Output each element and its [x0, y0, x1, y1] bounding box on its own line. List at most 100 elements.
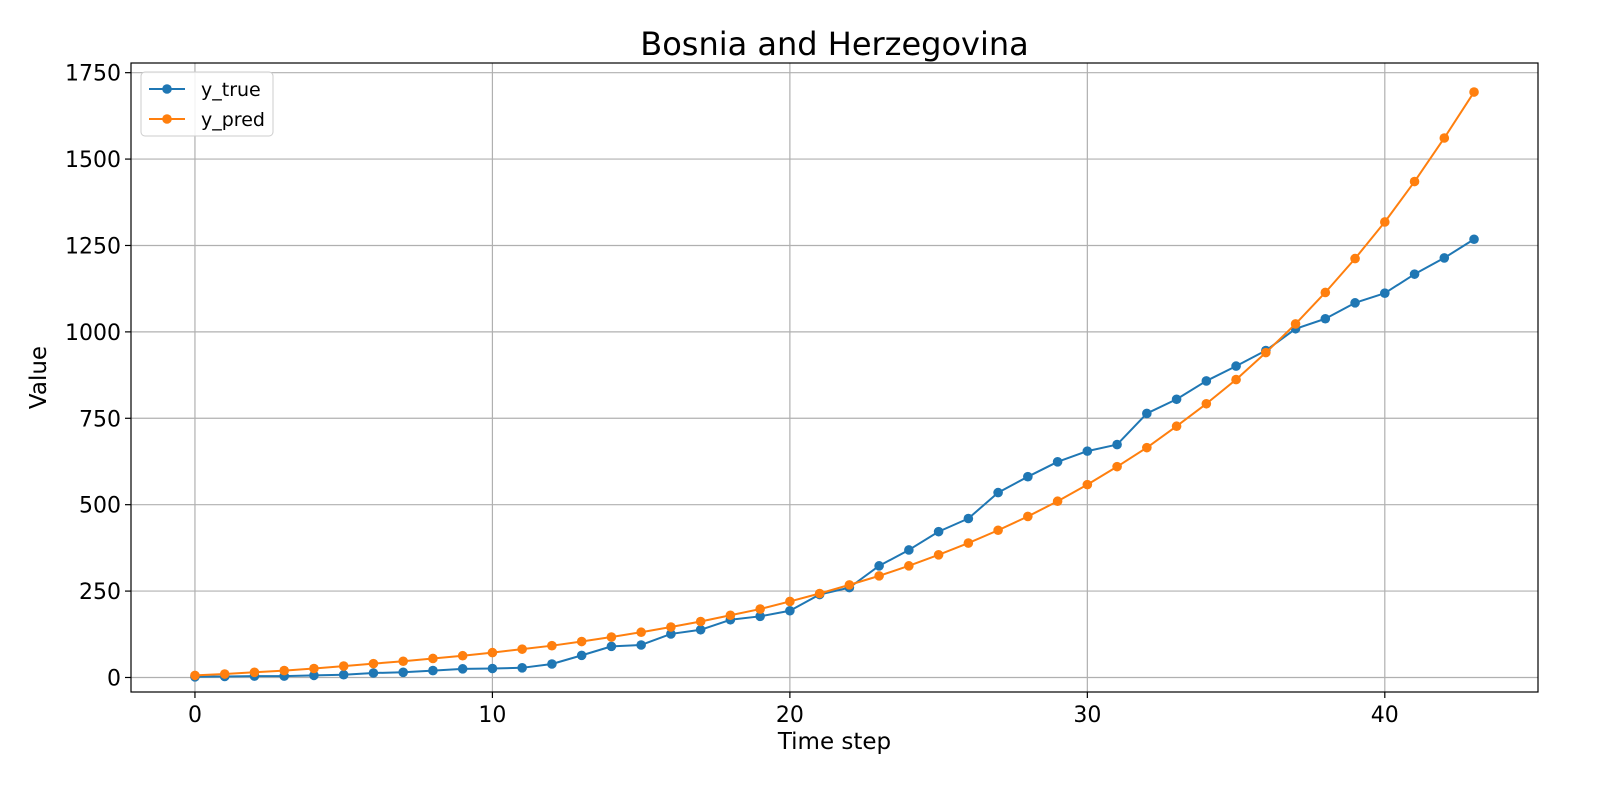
- data-point-y_pred: [1052, 496, 1063, 507]
- y-tick-label: 1500: [65, 148, 121, 173]
- data-point-y_true: [1052, 457, 1063, 467]
- data-point-y_true: [1112, 439, 1122, 450]
- legend-entry-y_pred: y_pred: [149, 109, 265, 131]
- data-point-y_pred: [1290, 319, 1301, 329]
- data-point-y_true: [1380, 288, 1390, 298]
- data-point-y_true: [993, 487, 1003, 498]
- data-point-y_true: [1350, 298, 1360, 308]
- x-tick-label: 30: [1073, 703, 1101, 728]
- data-point-y_pred: [725, 610, 736, 621]
- data-point-y_true: [666, 629, 676, 639]
- data-point-y_true: [1231, 361, 1241, 371]
- data-point-y_true: [1171, 394, 1182, 405]
- data-point-y_pred: [933, 549, 944, 560]
- data-point-y_true: [695, 624, 706, 635]
- data-point-y_true: [487, 663, 498, 674]
- grid: [131, 63, 1538, 692]
- data-point-y_pred: [636, 627, 646, 638]
- data-point-y_pred: [1142, 442, 1152, 453]
- data-point-y_pred: [666, 622, 676, 632]
- data-point-y_pred: [1112, 461, 1122, 472]
- data-point-y_pred: [1261, 347, 1271, 358]
- data-point-y_true: [785, 605, 795, 616]
- data-point-y_true: [1082, 446, 1093, 456]
- legend-label: y_pred: [201, 109, 265, 131]
- data-point-y_pred: [963, 538, 974, 548]
- y-tick-label: 1250: [65, 234, 121, 259]
- series-line-y_true: [194, 238, 1475, 678]
- data-point-y_true: [963, 513, 974, 524]
- data-point-y_true: [636, 640, 646, 650]
- series-layer: [190, 87, 1479, 682]
- legend-marker: [162, 114, 172, 124]
- data-point-y_true: [547, 659, 557, 669]
- y-tick-label: 1750: [65, 62, 121, 87]
- chart-title: Bosnia and Herzegovina: [640, 25, 1029, 63]
- data-point-y_pred: [1171, 421, 1182, 432]
- data-point-y_pred: [755, 604, 765, 614]
- data-point-y_true: [1201, 376, 1212, 386]
- y-tick-label: 1000: [65, 321, 121, 346]
- data-point-y_pred: [606, 632, 617, 642]
- data-point-y_pred: [190, 670, 200, 681]
- data-point-y_true: [755, 611, 765, 622]
- legend: y_true y_pred: [140, 71, 274, 137]
- data-point-y_true: [428, 665, 438, 676]
- data-point-y_true: [933, 526, 944, 537]
- x-axis-title: Time step: [777, 729, 891, 755]
- data-point-y_pred: [1201, 398, 1212, 409]
- y-tick-label: 250: [79, 580, 121, 605]
- data-point-y_true: [606, 641, 617, 652]
- data-point-y_pred: [576, 636, 587, 647]
- y-tick-label: 750: [79, 407, 121, 432]
- data-point-y_pred: [844, 580, 855, 590]
- legend-marker: [162, 84, 172, 94]
- data-point-y_true: [1409, 269, 1420, 279]
- x-tick-label: 20: [776, 703, 804, 728]
- series-y_pred: [190, 87, 1479, 681]
- data-point-y_pred: [338, 661, 349, 671]
- data-point-y_pred: [368, 658, 379, 669]
- series-line-y_pred: [194, 91, 1475, 677]
- data-point-y_pred: [1350, 253, 1360, 264]
- data-point-y_pred: [279, 665, 289, 676]
- data-point-y_pred: [309, 663, 319, 674]
- data-point-y_pred: [1409, 176, 1420, 187]
- data-point-y_true: [457, 664, 468, 674]
- data-point-y_true: [1142, 408, 1152, 419]
- data-point-y_pred: [457, 650, 468, 661]
- data-point-y_true: [1439, 253, 1450, 263]
- data-point-y_true: [517, 663, 527, 673]
- data-point-y_pred: [398, 656, 408, 667]
- data-point-y_true: [1023, 471, 1033, 482]
- data-point-y_pred: [219, 669, 230, 679]
- data-point-y_true: [368, 668, 379, 678]
- data-point-y_pred: [249, 667, 260, 678]
- ticks: 0 10 20 30 40 0 250 500 750 1000 1250 1500 1750: [65, 62, 1399, 728]
- data-point-y_true: [904, 545, 914, 555]
- legend-label: y_true: [201, 79, 261, 101]
- data-point-y_pred: [547, 640, 557, 651]
- legend-entry-y_true: y_true: [149, 79, 261, 101]
- data-point-y_pred: [785, 596, 795, 607]
- data-point-y_pred: [993, 525, 1003, 536]
- data-point-y_pred: [1023, 511, 1033, 522]
- data-point-y_true: [398, 667, 408, 678]
- data-point-y_true: [1469, 234, 1479, 245]
- data-point-y_true: [309, 670, 319, 681]
- data-point-y_true: [1320, 313, 1331, 324]
- data-point-y_true: [338, 669, 349, 680]
- data-point-y_pred: [1469, 87, 1479, 97]
- data-point-y_pred: [1380, 217, 1390, 227]
- x-tick-label: 40: [1371, 703, 1399, 728]
- y-axis-title: Value: [26, 346, 52, 409]
- data-point-y_pred: [517, 644, 527, 654]
- data-point-y_pred: [487, 647, 498, 658]
- data-point-y_pred: [874, 571, 884, 581]
- y-tick-label: 500: [79, 494, 121, 519]
- data-point-y_pred: [814, 588, 825, 599]
- data-point-y_pred: [904, 561, 914, 571]
- data-point-y_pred: [1320, 287, 1331, 298]
